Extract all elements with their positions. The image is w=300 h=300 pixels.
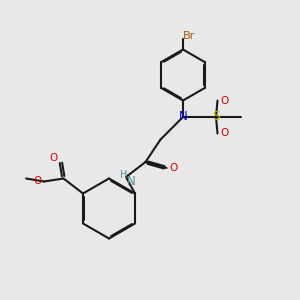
Text: Br: Br [183, 31, 195, 41]
Text: O: O [33, 176, 42, 186]
Text: O: O [169, 163, 177, 173]
Text: O: O [221, 95, 229, 106]
Text: H: H [120, 170, 127, 181]
Text: N: N [127, 175, 136, 188]
Text: O: O [221, 128, 229, 139]
Text: O: O [49, 153, 57, 164]
Text: S: S [212, 110, 220, 124]
Text: N: N [178, 110, 188, 124]
